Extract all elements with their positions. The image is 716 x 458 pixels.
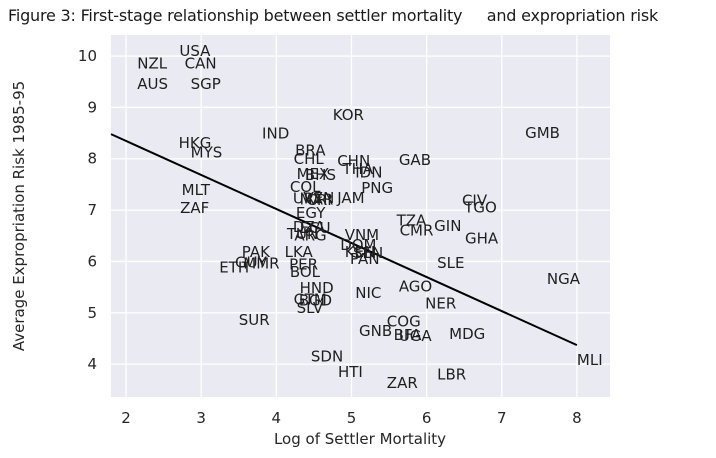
x-tick-label-4: 4	[272, 409, 282, 427]
plot-area	[111, 35, 610, 397]
country-label-BFA: BFA	[394, 326, 423, 344]
country-label-LKA: LKA	[285, 243, 314, 261]
country-label-MEX: MEX	[297, 165, 330, 183]
country-label-NGA: NGA	[547, 270, 581, 288]
country-label-TZA: TZA	[396, 211, 427, 229]
country-label-BGD: BGD	[299, 292, 332, 310]
country-label-GUY: GUY	[235, 254, 268, 272]
country-label-THA: THA	[341, 160, 373, 178]
country-label-ARG: ARG	[294, 226, 326, 244]
country-label-GIN: GIN	[434, 217, 461, 235]
y-tick-label-9: 9	[87, 98, 97, 116]
x-tick-label-8: 8	[572, 409, 582, 427]
country-label-ECU: ECU	[300, 219, 331, 237]
y-tick-label-4: 4	[87, 355, 97, 373]
country-label-CRI: CRI	[306, 191, 331, 209]
country-label-IDN: IDN	[355, 164, 382, 182]
country-label-TUN: TUN	[286, 225, 318, 243]
country-label-CHL: CHL	[294, 150, 325, 168]
country-label-UGA: UGA	[399, 327, 433, 345]
country-label-BHS: BHS	[305, 166, 336, 184]
country-label-GMB: GMB	[525, 124, 560, 142]
country-label-USA: USA	[179, 42, 211, 60]
country-label-KOR: KOR	[333, 106, 364, 124]
y-tick-label-5: 5	[87, 304, 97, 322]
country-label-GNB: GNB	[359, 322, 392, 340]
figure-title: Figure 3: First-stage relationship betwe…	[8, 6, 659, 25]
x-tick-label-6: 6	[422, 409, 432, 427]
country-label-MAR: MAR	[300, 190, 334, 208]
country-label-MLT: MLT	[182, 181, 211, 199]
country-label-SGP: SGP	[191, 75, 221, 93]
country-label-HTI: HTI	[338, 363, 363, 381]
regression-line	[110, 133, 578, 347]
country-label-CHN: CHN	[337, 152, 370, 170]
country-label-JAM: JAM	[336, 189, 364, 207]
x-tick-label-7: 7	[497, 409, 507, 427]
y-tick-label-6: 6	[87, 252, 97, 270]
country-label-NER: NER	[425, 295, 456, 313]
country-label-HND: HND	[300, 279, 334, 297]
country-label-HKG: HKG	[179, 134, 212, 152]
country-label-BOL: BOL	[290, 263, 321, 281]
country-label-GTM: GTM	[294, 291, 327, 309]
country-label-DZA: DZA	[293, 218, 326, 236]
country-label-TGO: TGO	[463, 199, 497, 217]
country-label-CAN: CAN	[185, 54, 217, 72]
country-label-MMR: MMR	[243, 255, 279, 273]
country-label-IND: IND	[262, 125, 289, 143]
country-label-GAB: GAB	[399, 151, 431, 169]
country-label-DOM: DOM	[340, 236, 376, 254]
country-label-LBR: LBR	[437, 366, 466, 384]
regression-line-layer	[110, 133, 578, 347]
y-tick-label-10: 10	[78, 47, 97, 65]
country-label-GHA: GHA	[465, 229, 499, 247]
country-label-SLV: SLV	[297, 299, 324, 317]
country-label-SDN: SDN	[311, 348, 343, 366]
country-label-EGY: EGY	[296, 204, 326, 222]
country-label-URY: URY	[293, 189, 323, 207]
country-label-ETH: ETH	[219, 259, 249, 277]
country-label-SUR: SUR	[239, 311, 270, 329]
x-tick-label-5: 5	[347, 409, 357, 427]
country-label-MLI: MLI	[577, 351, 603, 369]
country-label-PAN: PAN	[350, 250, 380, 268]
country-label-ZAR: ZAR	[387, 374, 418, 392]
country-label-AGO: AGO	[399, 278, 432, 296]
country-label-COL: COL	[290, 178, 321, 196]
country-label-NZL: NZL	[137, 54, 167, 72]
country-label-SEN: SEN	[353, 244, 383, 262]
country-label-CMR: CMR	[400, 221, 434, 239]
country-label-CIV: CIV	[462, 191, 488, 209]
country-label-SLE: SLE	[437, 254, 464, 272]
x-axis-title: Log of Settler Mortality	[274, 430, 446, 448]
country-label-NIC: NIC	[355, 284, 381, 302]
country-label-VNM: VNM	[345, 226, 379, 244]
y-tick-label-7: 7	[87, 201, 97, 219]
country-label-AUS: AUS	[137, 75, 168, 93]
country-label-COG: COG	[387, 313, 421, 331]
country-label-MYS: MYS	[191, 144, 223, 162]
grid-layer	[111, 35, 610, 397]
country-label-VEN: VEN	[303, 189, 334, 207]
country-label-KEN: KEN	[345, 243, 376, 261]
tick-labels-layer: 2 3 4 5 6 7 8 4 5 6 7 8 9 10	[78, 47, 582, 427]
country-label-PER: PER	[289, 256, 318, 274]
y-tick-label-8: 8	[87, 150, 97, 168]
y-axis-title: Average Expropriation Risk 1985-95	[10, 81, 28, 351]
x-tick-label-3: 3	[196, 409, 206, 427]
country-label-MDG: MDG	[449, 325, 485, 343]
country-label-ZAF: ZAF	[180, 199, 209, 217]
country-label-BRA: BRA	[295, 142, 326, 160]
x-tick-label-2: 2	[121, 409, 131, 427]
country-label-PNG: PNG	[361, 179, 393, 197]
country-label-PAK: PAK	[242, 243, 271, 261]
